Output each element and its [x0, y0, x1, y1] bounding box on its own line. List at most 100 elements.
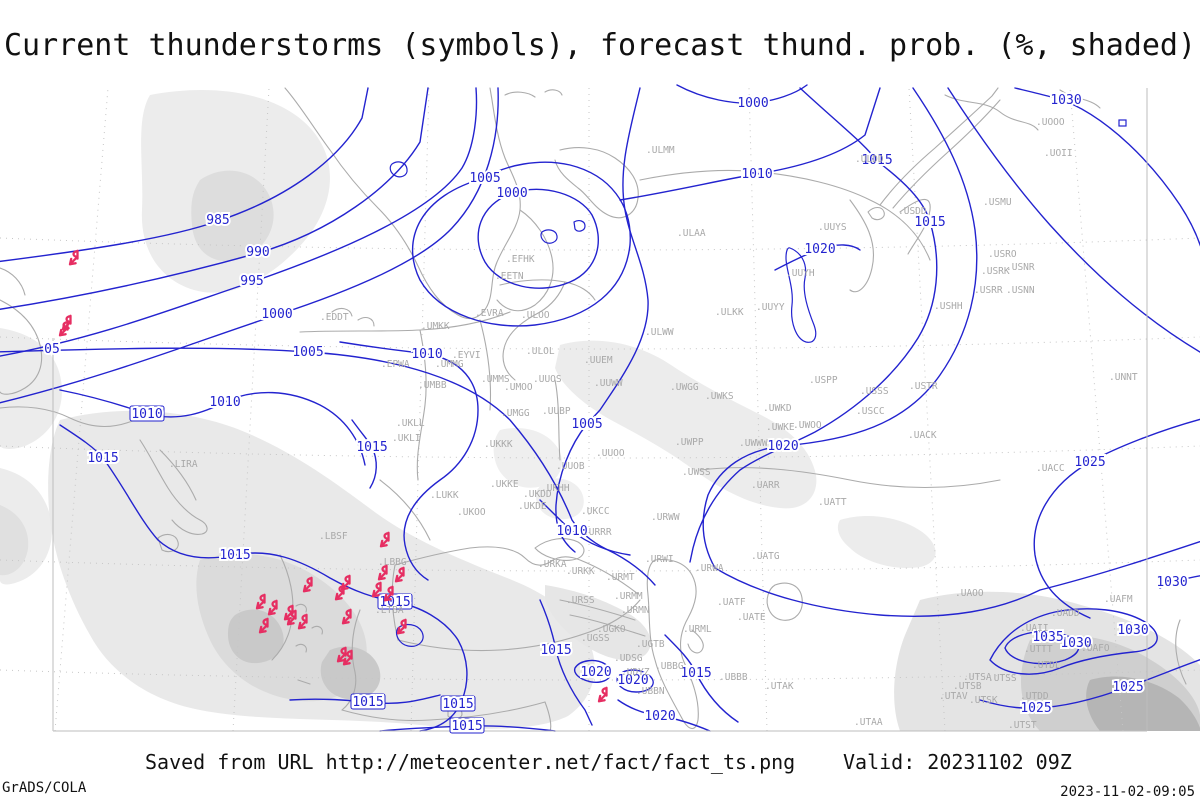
- station-label: .UTTT: [1024, 644, 1053, 655]
- station-label: .UWKE: [766, 422, 795, 433]
- contour-label: 1015: [87, 451, 118, 466]
- contour-label: 1000: [737, 96, 768, 111]
- station-label: .URMT: [606, 572, 635, 583]
- station-label: .USRO: [988, 249, 1017, 260]
- contour-label: 1030: [1156, 575, 1187, 590]
- station-label: .UKKE: [490, 479, 519, 490]
- contour-label: 1035: [1032, 630, 1063, 645]
- contour-label: 1030: [1117, 623, 1148, 638]
- station-label: .EPWA: [381, 359, 410, 370]
- station-label: .UUBP: [542, 406, 571, 417]
- station-label: .UUOB: [556, 461, 585, 472]
- contour-label: 1025: [1112, 680, 1143, 695]
- grads-credit-text: GrADS/COLA: [2, 780, 87, 796]
- station-label: .USSS: [860, 386, 889, 397]
- contour-label: 1015: [356, 440, 387, 455]
- contour-label-box: [440, 695, 476, 712]
- timestamp-text: 2023-11-02-09:05: [1060, 784, 1195, 800]
- station-label: .USPP: [809, 375, 838, 386]
- station-label: .UTST: [1008, 720, 1037, 731]
- station-label: .LIRA: [169, 459, 198, 470]
- coastlines: [0, 87, 1187, 732]
- station-label: .UKLL: [396, 418, 425, 429]
- station-label: .USHH: [934, 301, 963, 312]
- station-label: .UDSG: [614, 653, 643, 664]
- station-label: .UWWW: [739, 438, 768, 449]
- station-label: .LBBG: [378, 557, 407, 568]
- station-label: .UBBN: [636, 686, 665, 697]
- contour-label-box: [129, 405, 165, 422]
- isobars: [0, 84, 1200, 732]
- station-label: .UMBB: [418, 380, 447, 391]
- contour-label: 1020: [644, 709, 675, 724]
- station-label: .USTR: [909, 381, 938, 392]
- contour-label: 1010: [556, 524, 587, 539]
- station-label: .UGKO: [597, 624, 626, 635]
- station-label: .UBBB: [719, 672, 748, 683]
- station-label: .ULMM: [646, 145, 675, 156]
- contour-label-box: [449, 717, 485, 734]
- station-label: .UWGG: [670, 382, 699, 393]
- station-label: .UKKK: [484, 439, 513, 450]
- contour-label: 1010: [411, 347, 442, 362]
- station-label: .UATF: [717, 597, 746, 608]
- station-label: .URMN: [621, 605, 650, 616]
- station-label: .UATG: [751, 551, 780, 562]
- station-label: .UKOO: [457, 507, 486, 518]
- station-label: .URKK: [566, 566, 595, 577]
- station-label: .UATE: [737, 612, 766, 623]
- contour-label: 1020: [804, 242, 835, 257]
- station-label: .UTSS: [988, 673, 1017, 684]
- station-label: .UWKD: [763, 403, 792, 414]
- station-label: .UGTB: [636, 639, 665, 650]
- map-frame: [52, 88, 1148, 732]
- station-label: .USNR: [1006, 262, 1035, 273]
- station-label: .EVRA: [475, 308, 504, 319]
- contour-label-box: [350, 693, 386, 710]
- station-label: .UUEM: [584, 355, 613, 366]
- graticule: [0, 87, 1200, 732]
- station-label: .UACK: [908, 430, 937, 441]
- saved-url-text: Saved from URL http://meteocenter.net/fa…: [145, 750, 796, 774]
- contour-label: 1015: [451, 719, 482, 734]
- station-label: .URWW: [651, 512, 680, 523]
- contour-label: 1015: [861, 153, 892, 168]
- station-label: .URMM: [614, 591, 643, 602]
- station-label: .UKDD: [523, 489, 552, 500]
- contour-label: 1015: [540, 643, 571, 658]
- station-label: .USCC: [856, 406, 885, 417]
- contour-label: 1030: [1060, 636, 1091, 651]
- station-label: .UKHH: [541, 483, 570, 494]
- station-label: .LTBA: [375, 605, 404, 616]
- station-label: .UAFO: [1081, 643, 1110, 654]
- contour-label: 1020: [767, 439, 798, 454]
- contour-label: 1015: [442, 697, 473, 712]
- contour-label: 1000: [496, 186, 527, 201]
- station-label: .UTAK: [765, 681, 794, 692]
- station-label: .UAII: [1020, 623, 1049, 634]
- station-label: .ULKK: [715, 307, 744, 318]
- station-label: .EYVI: [452, 350, 481, 361]
- station-label: .UTAA: [854, 717, 883, 728]
- station-label: .UMMS: [481, 374, 510, 385]
- station-label: .UOII: [1044, 148, 1073, 159]
- contour-label: 1015: [219, 548, 250, 563]
- contour-label: 1025: [1020, 701, 1051, 716]
- station-label: .UWPP: [675, 437, 704, 448]
- contour-label: 1005: [571, 417, 602, 432]
- station-label: .USRK: [981, 266, 1010, 277]
- contour-label: 1020: [617, 673, 648, 688]
- contour-label: 1015: [352, 695, 383, 710]
- station-label: .UWOO: [793, 420, 822, 431]
- station-label: .UACC: [1036, 463, 1065, 474]
- station-label: .UTSA: [963, 672, 992, 683]
- station-label: .UKLI: [392, 433, 421, 444]
- station-label: .UNNT: [1109, 372, 1138, 383]
- station-label: .UMOO: [504, 382, 533, 393]
- contour-label: 1025: [1074, 455, 1105, 470]
- thunderstorm-symbol: [68, 249, 79, 266]
- station-label: .ULOL: [526, 346, 555, 357]
- thunderstorm-symbol: [597, 686, 608, 703]
- station-label-layer: .ULMM .ULDD .USDD .USMU .UOOO .UOII .ULAA .EFHK…: [169, 117, 1138, 731]
